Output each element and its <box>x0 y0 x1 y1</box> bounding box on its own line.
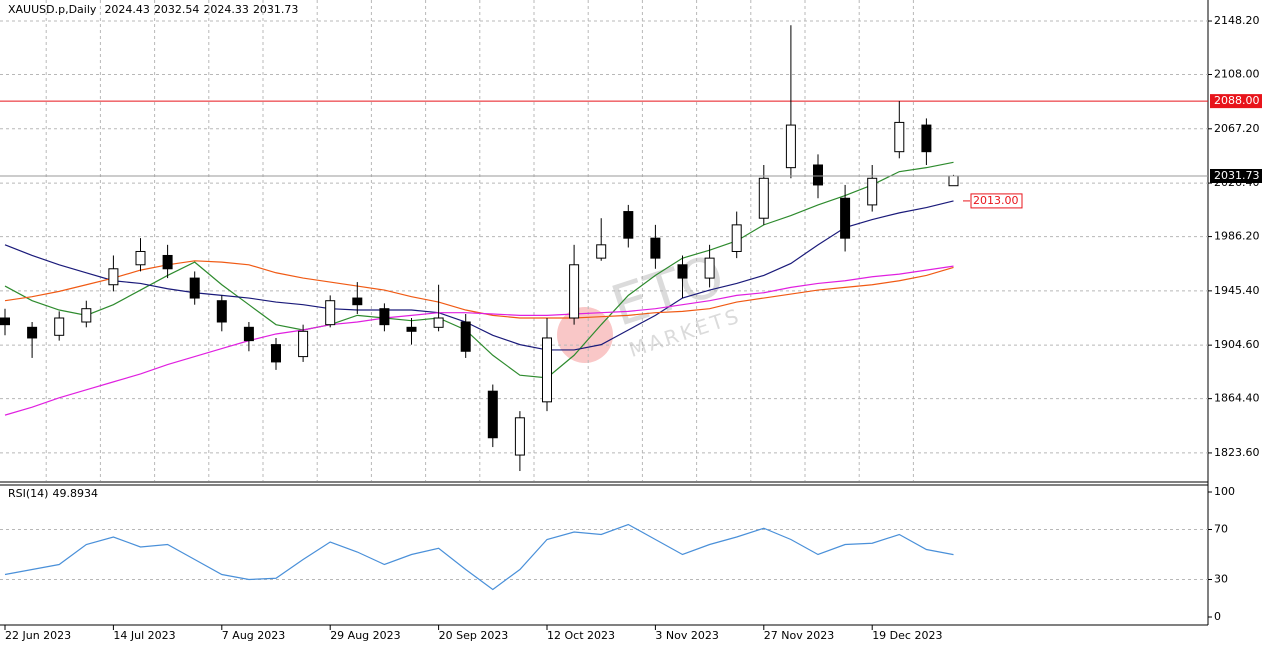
rsi-name: RSI(14) <box>8 487 48 500</box>
ohlc-open: 2024.43 <box>104 3 150 16</box>
symbol: XAUUSD.p,Daily <box>8 3 97 16</box>
ohlc-high: 2032.54 <box>154 3 200 16</box>
candle-body <box>135 250 146 266</box>
candle-body <box>162 254 173 270</box>
rsi-line <box>4 523 954 591</box>
candle-body <box>542 337 552 403</box>
price-label: 2031.73 <box>1214 169 1260 182</box>
ma-line <box>4 161 954 379</box>
candle-body <box>758 177 769 219</box>
candle-body <box>406 326 417 332</box>
y-tick-label: 1945.40 <box>1214 284 1260 297</box>
candle-body <box>379 308 390 326</box>
y-tick-label: 100 <box>1214 485 1235 498</box>
level-label: 2088.00 <box>1214 94 1260 107</box>
x-tick-label: 20 Sep 2023 <box>439 629 509 642</box>
candle-body <box>352 297 363 306</box>
y-tick-label: 0 <box>1214 610 1221 623</box>
candle-body <box>650 237 661 259</box>
candle-body <box>487 390 498 439</box>
candle-body <box>27 326 38 339</box>
y-tick-label: 2108.00 <box>1214 68 1260 81</box>
level-label-bg <box>1210 94 1262 109</box>
y-tick-label: 70 <box>1214 523 1228 536</box>
ohlc-low: 2024.33 <box>203 3 249 16</box>
candle-body <box>677 264 688 279</box>
candle-body <box>596 244 607 259</box>
rsi-title: RSI(14) 49.8934 <box>8 487 98 500</box>
candle-body <box>460 321 471 352</box>
x-tick-label: 27 Nov 2023 <box>764 629 834 642</box>
y-tick-label: 1986.20 <box>1214 230 1260 243</box>
candle-body <box>948 175 959 187</box>
candle-body <box>54 317 65 336</box>
candle-body <box>108 268 119 286</box>
candle-body <box>0 317 10 326</box>
candle-body <box>840 197 851 239</box>
candle-body <box>785 124 796 169</box>
x-tick-label: 29 Aug 2023 <box>330 629 400 642</box>
chart-title: XAUUSD.p,Daily 2024.43 2032.54 2024.33 2031.… <box>8 3 298 16</box>
candle-body <box>921 124 932 153</box>
candle-body <box>867 177 878 206</box>
x-tick-label: 22 Jun 2023 <box>5 629 71 642</box>
ma-line <box>4 265 954 416</box>
ohlc-close: 2031.73 <box>253 3 299 16</box>
candle-body <box>433 317 444 328</box>
candle-body <box>623 211 634 239</box>
ma-line <box>4 200 954 351</box>
candle-body <box>704 257 715 279</box>
y-tick-label: 1864.40 <box>1214 392 1260 405</box>
x-tick-label: 12 Oct 2023 <box>547 629 615 642</box>
candle-body <box>514 417 525 456</box>
candle-body <box>298 330 309 358</box>
x-tick-label: 7 Aug 2023 <box>222 629 285 642</box>
rsi-value: 49.8934 <box>52 487 98 500</box>
x-tick-label: 19 Dec 2023 <box>872 629 942 642</box>
candle-body <box>731 224 742 252</box>
x-tick-label: 14 Jul 2023 <box>113 629 175 642</box>
candle-body <box>81 308 92 323</box>
end-label: 2013.00 <box>973 194 1019 207</box>
candle-body <box>189 277 200 299</box>
y-tick-label: 1904.60 <box>1214 338 1260 351</box>
candle-body <box>216 300 227 323</box>
watermark-logo-circle <box>557 307 613 363</box>
y-tick-label: 2148.20 <box>1214 14 1260 27</box>
end-label-box <box>970 193 1023 209</box>
candle-body <box>813 164 823 186</box>
y-tick-label: 30 <box>1214 573 1228 586</box>
candle-body <box>325 300 336 326</box>
candle-body <box>243 326 254 342</box>
price-label-bg <box>1210 168 1262 183</box>
candle-body <box>271 344 281 363</box>
x-tick-label: 3 Nov 2023 <box>655 629 718 642</box>
y-tick-label: 2067.20 <box>1214 122 1260 135</box>
y-tick-label: 1823.60 <box>1214 446 1260 459</box>
candle-body <box>894 121 905 153</box>
candle-body <box>569 264 580 319</box>
